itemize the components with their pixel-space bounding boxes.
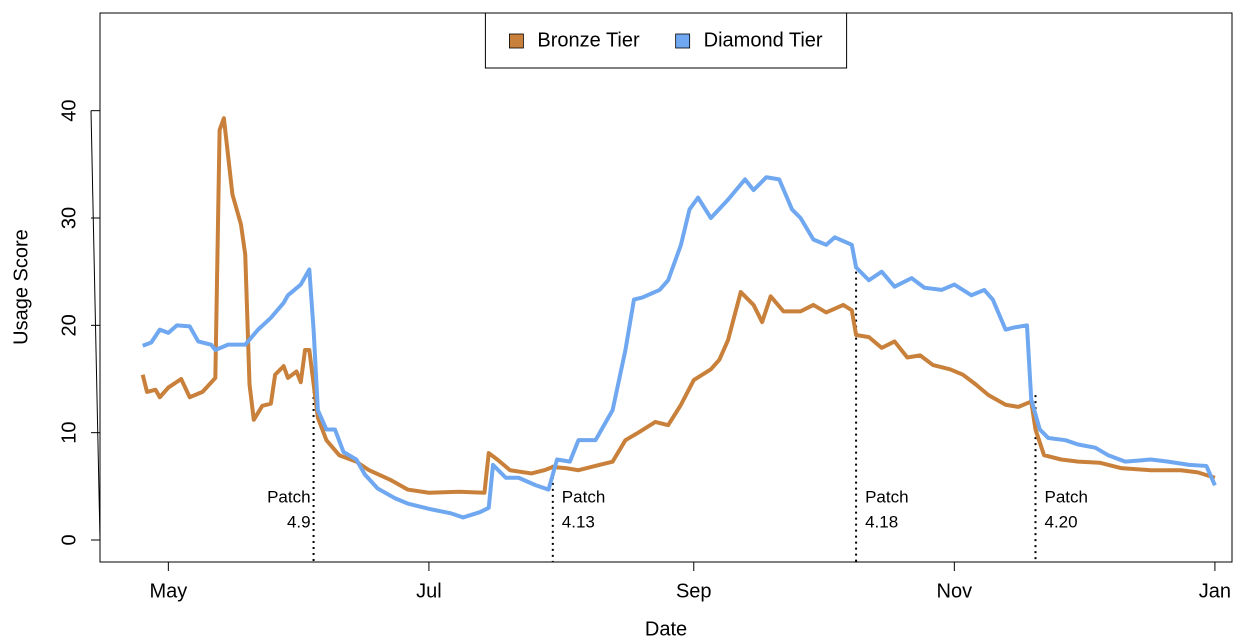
legend-swatch <box>675 33 691 49</box>
legend: Bronze Tier Diamond Tier <box>484 12 848 69</box>
series-line <box>142 175 1217 520</box>
x-axis-label: Date <box>645 618 687 640</box>
patch-label: 4.20 <box>1045 512 1078 531</box>
legend-label: Diamond Tier <box>704 29 823 51</box>
legend-swatch <box>508 33 524 49</box>
y-tick-label: 40 <box>58 100 80 122</box>
legend-box <box>484 12 848 69</box>
patch-label: Patch <box>865 487 908 506</box>
x-tick-label: May <box>149 580 187 602</box>
x-tick-label: Sep <box>676 580 712 602</box>
y-tick-label: 10 <box>58 422 80 444</box>
legend-label: Bronze Tier <box>537 29 640 51</box>
patch-label: Patch <box>562 487 605 506</box>
x-tick-label: Jan <box>1199 580 1231 602</box>
y-axis-label: Usage Score <box>10 229 32 345</box>
x-tick-label: Jul <box>416 580 442 602</box>
y-axis <box>90 110 101 541</box>
patch-label: Patch <box>267 487 310 506</box>
y-tick-label: 0 <box>58 534 80 545</box>
patch-label: 4.9 <box>287 512 311 531</box>
series-line <box>140 116 1216 495</box>
patch-label: 4.13 <box>562 512 595 531</box>
patch-label: 4.18 <box>865 512 898 531</box>
plot-frame <box>99 12 1233 563</box>
x-tick-label: Nov <box>937 580 973 602</box>
patch-label: Patch <box>1045 487 1088 506</box>
y-tick-label: 20 <box>58 314 80 336</box>
y-tick-label: 30 <box>58 207 80 229</box>
